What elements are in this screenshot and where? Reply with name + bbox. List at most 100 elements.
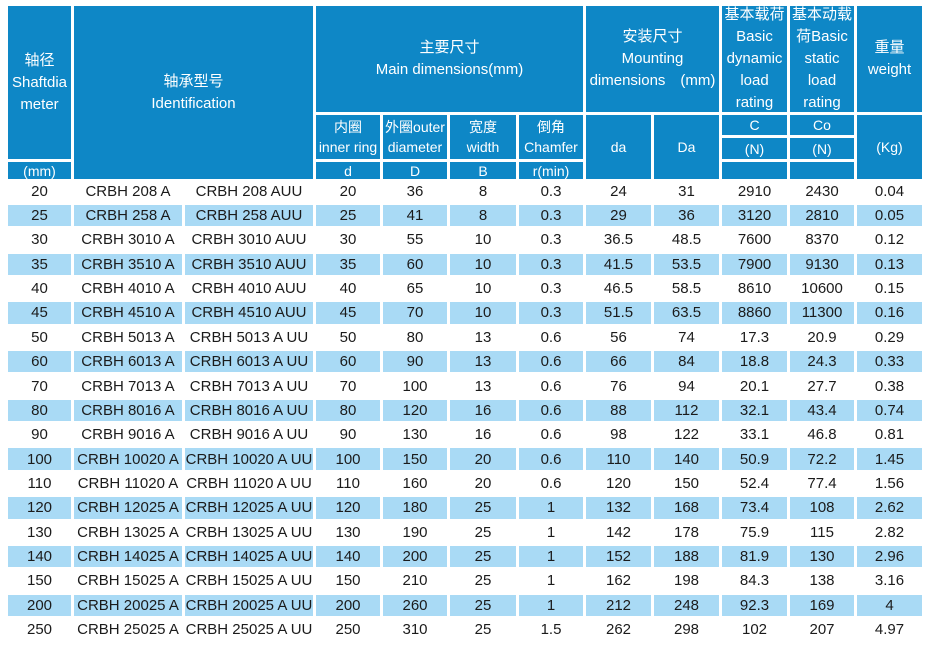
table-cell: 63.5	[654, 302, 719, 324]
table-row: 130 CRBH 13025 A CRBH 13025 A UU 130 190 25 1 1…	[8, 520, 922, 544]
table-cell: 40	[8, 277, 71, 300]
table-cell: CRBH 7013 A UU	[185, 375, 313, 397]
table-cell: 120	[383, 399, 447, 422]
table-cell: 33.1	[722, 424, 787, 446]
table-cell: 150	[8, 570, 71, 592]
table-cell: 24.3	[790, 351, 854, 373]
table-cell: 66	[586, 351, 651, 373]
table-cell: 4.97	[857, 618, 922, 641]
table-cell: 13	[450, 326, 516, 349]
table-cell: 0.6	[519, 448, 583, 470]
table-row: 100 CRBH 10020 A CRBH 10020 A UU 100 150 20 0.…	[8, 447, 922, 471]
table-cell: 122	[654, 424, 719, 446]
table-cell: 25	[8, 204, 71, 227]
table-cell: CRBH 6013 A	[74, 351, 182, 373]
table-cell: 180	[383, 497, 447, 519]
table-cell: 130	[8, 521, 71, 543]
table-cell: 120	[316, 497, 380, 519]
table-cell: 45	[8, 302, 71, 324]
table-cell: 56	[586, 326, 651, 349]
table-cell: 77.4	[790, 472, 854, 495]
table-cell: CRBH 5013 A	[74, 326, 182, 349]
table-cell: 3120	[722, 204, 787, 227]
table-cell: 13	[450, 375, 516, 397]
table-cell: 74	[654, 326, 719, 349]
table-cell: CRBH 25025 A	[74, 618, 182, 641]
table-cell: 9130	[790, 253, 854, 275]
table-cell: 48.5	[654, 229, 719, 251]
table-cell: 98	[586, 424, 651, 446]
table-cell: 10	[450, 277, 516, 300]
table-cell: 4	[857, 594, 922, 616]
table-cell: 11300	[790, 302, 854, 324]
table-cell: CRBH 3010 AUU	[185, 229, 313, 251]
header-basic-dynamic-load: 基本载荷 Basic dynamic load rating	[722, 6, 787, 112]
table-cell: 92.3	[722, 594, 787, 616]
table-cell: 8370	[790, 229, 854, 251]
header-outer-diameter: 外圈outer diameter	[383, 115, 447, 159]
table-cell: CRBH 25025 A UU	[185, 618, 313, 641]
table-cell: 0.16	[857, 302, 922, 324]
table-row: 35 CRBH 3510 A CRBH 3510 AUU 35 60 10 0.3 41.5 5…	[8, 252, 922, 276]
table-cell: 298	[654, 618, 719, 641]
table-cell: 248	[654, 594, 719, 616]
table-cell: 8	[450, 180, 516, 202]
table-cell: CRBH 208 AUU	[185, 180, 313, 202]
table-cell: 0.3	[519, 229, 583, 251]
table-cell: 90	[383, 351, 447, 373]
table-cell: 150	[383, 448, 447, 470]
table-cell: 138	[790, 570, 854, 592]
table-cell: 10600	[790, 277, 854, 300]
table-cell: 51.5	[586, 302, 651, 324]
table-cell: 140	[316, 545, 380, 568]
table-cell: 108	[790, 497, 854, 519]
table-cell: 75.9	[722, 521, 787, 543]
table-cell: 2910	[722, 180, 787, 202]
table-cell: 100	[316, 448, 380, 470]
table-row: 25 CRBH 258 A CRBH 258 AUU 25 41 8 0.3 29 36 3120…	[8, 203, 922, 227]
table-cell: 25	[316, 204, 380, 227]
table-cell: CRBH 3510 AUU	[185, 253, 313, 275]
table-cell: 0.3	[519, 253, 583, 275]
table-cell: CRBH 11020 A	[74, 472, 182, 495]
table-cell: 18.8	[722, 351, 787, 373]
table-cell: 169	[790, 594, 854, 616]
table-cell: 17.3	[722, 326, 787, 349]
table-cell: 20	[450, 472, 516, 495]
table-cell: 140	[654, 448, 719, 470]
table-cell: 50	[8, 326, 71, 349]
table-cell: 0.04	[857, 180, 922, 202]
table-cell: 0.38	[857, 375, 922, 397]
table-cell: 0.3	[519, 302, 583, 324]
table-cell: 60	[316, 351, 380, 373]
header-width: 宽度 width	[450, 115, 516, 159]
header-weight-unit: (Kg)	[857, 115, 922, 179]
table-cell: CRBH 15025 A UU	[185, 570, 313, 592]
table-cell: 0.33	[857, 351, 922, 373]
table-cell: 200	[316, 594, 380, 616]
table-cell: 0.6	[519, 399, 583, 422]
header-spacer-static	[790, 162, 854, 179]
table-cell: 84	[654, 351, 719, 373]
header-unit-N-dynamic: (N)	[722, 138, 787, 159]
table-cell: 200	[383, 545, 447, 568]
table-cell: 1	[519, 521, 583, 543]
table-cell: 1	[519, 545, 583, 568]
table-cell: 100	[8, 448, 71, 470]
table-cell: 200	[8, 594, 71, 616]
table-cell: 0.12	[857, 229, 922, 251]
header-symbol-d: d	[316, 162, 380, 179]
header-symbol-C: C	[722, 115, 787, 135]
table-cell: 25	[450, 545, 516, 568]
table-row: 120 CRBH 12025 A CRBH 12025 A UU 120 180 25 1 1…	[8, 496, 922, 520]
table-cell: 0.6	[519, 326, 583, 349]
table-cell: 0.6	[519, 351, 583, 373]
table-cell: CRBH 20025 A UU	[185, 594, 313, 616]
table-cell: 3.16	[857, 570, 922, 592]
header-main-dimensions: 主要尺寸 Main dimensions(mm)	[316, 6, 583, 112]
table-cell: 94	[654, 375, 719, 397]
table-cell: 112	[654, 399, 719, 422]
table-cell: 32.1	[722, 399, 787, 422]
table-cell: 20.9	[790, 326, 854, 349]
